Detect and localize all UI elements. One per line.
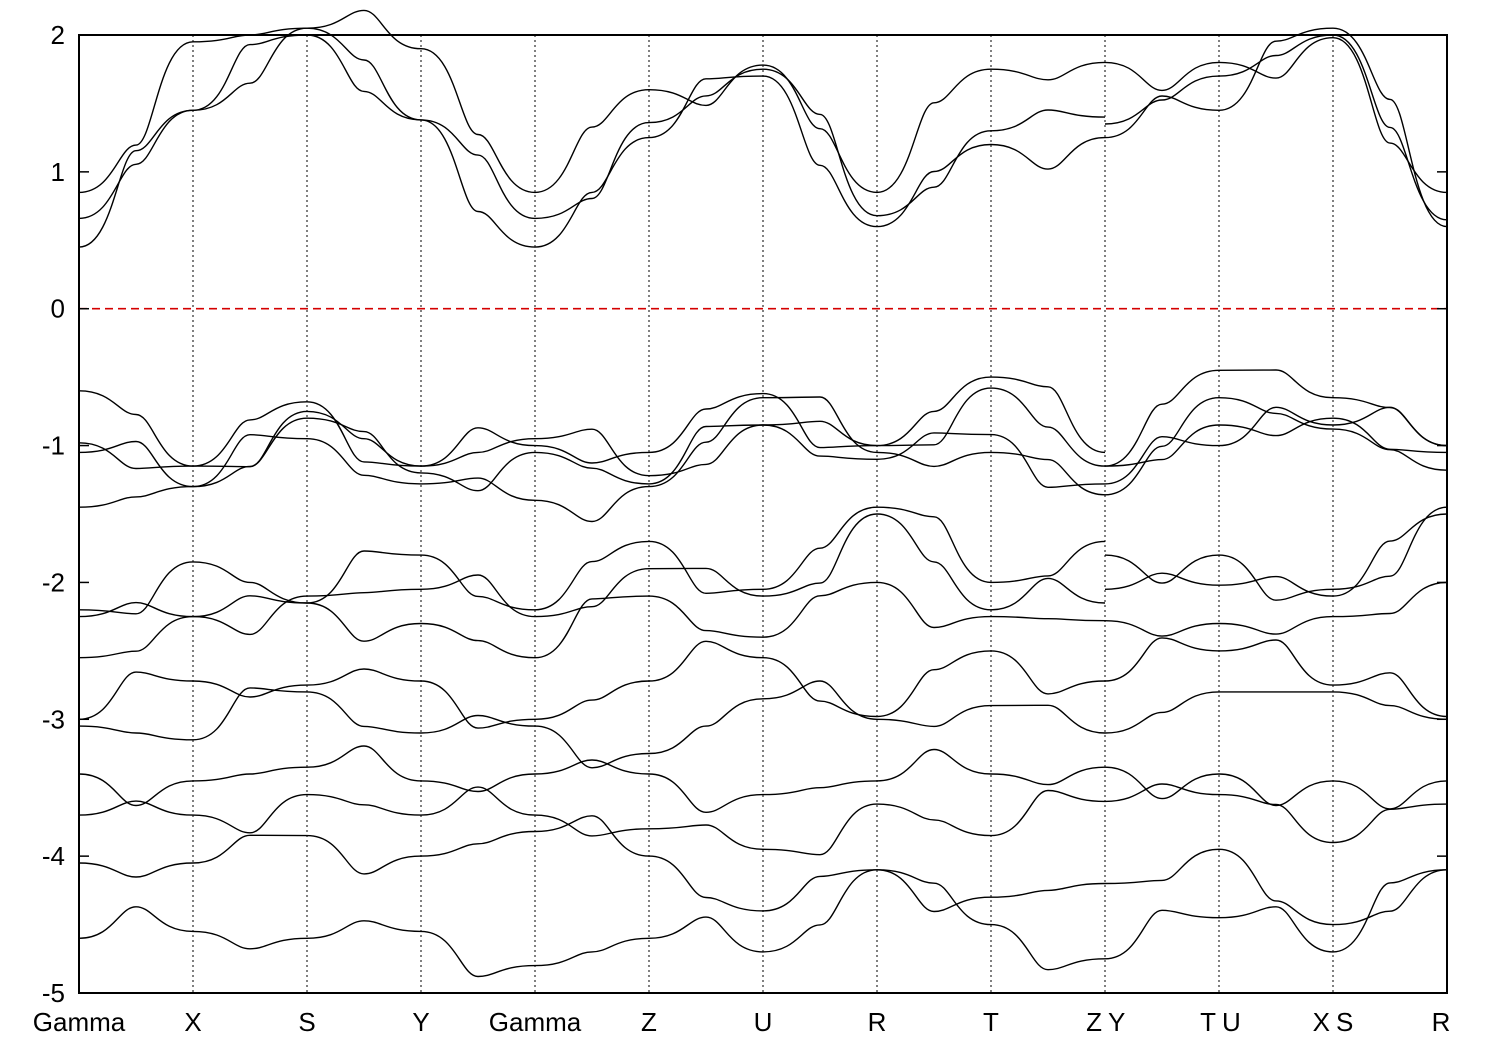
x-tick-label: Z [641, 1007, 657, 1037]
x-tick-label: Gamma [489, 1007, 582, 1037]
band-line-12 [1218, 773, 1334, 807]
band-line-14 [78, 815, 1106, 913]
band-line-2 [1332, 37, 1448, 194]
band-line-9 [1218, 615, 1334, 635]
x-tick-label: Gamma [33, 1007, 126, 1037]
band-line-13 [78, 786, 1106, 856]
band-line-12 [1104, 766, 1220, 800]
y-tick-labels: -5 -4 -3 -2 -1 0 1 2 [42, 20, 65, 1008]
x-tick-label: T [983, 1007, 999, 1037]
x-tick-label: X [1313, 1007, 1330, 1037]
y-tick-label: 0 [51, 294, 65, 324]
x-tick-label: S [298, 1007, 315, 1037]
band-line-14 [1104, 848, 1220, 885]
x-tick-label: R [1432, 1007, 1451, 1037]
x-tick-label: Z [1086, 1007, 1102, 1037]
band-line-10 [1104, 637, 1220, 682]
band-line-1 [78, 34, 1106, 220]
band-line-8 [1104, 572, 1220, 590]
band-line-4 [78, 387, 1106, 477]
band-curves [78, 9, 1448, 978]
y-tick-label: -5 [42, 978, 65, 1008]
band-line-2 [1218, 37, 1334, 79]
x-tick-label: S [1336, 1007, 1353, 1037]
band-line-10 [1218, 639, 1334, 686]
band-line-10 [78, 640, 1106, 729]
x-tick-label: Y [1108, 1007, 1125, 1037]
band-line-9 [78, 581, 1106, 659]
band-line-9 [1332, 581, 1448, 618]
band-line-15 [78, 869, 1106, 978]
band-line-15 [1218, 906, 1334, 953]
band-line-5 [1332, 406, 1448, 447]
band-line-5 [1104, 436, 1220, 485]
x-tick-label: X [184, 1007, 201, 1037]
y-tick-label: -1 [42, 431, 65, 461]
x-tick-label: Y [412, 1007, 429, 1037]
band-line-1 [1218, 34, 1334, 77]
band-line-5 [1218, 406, 1334, 447]
band-line-3 [1104, 369, 1220, 467]
band-line-3 [1218, 369, 1334, 399]
band-line-15 [1332, 869, 1448, 953]
band-line-0 [78, 27, 1106, 248]
band-line-2 [1104, 61, 1220, 92]
band-line-1 [1104, 75, 1220, 125]
x-tick-label: T [1200, 1007, 1216, 1037]
band-line-7 [1104, 554, 1220, 584]
band-line-12 [78, 745, 1106, 813]
band-line-13 [1218, 793, 1334, 844]
band-line-6 [78, 396, 1106, 523]
band-line-4 [1104, 424, 1220, 467]
band-line-11 [78, 680, 1106, 769]
y-tick-label: 2 [51, 20, 65, 50]
x-tick-label: U [754, 1007, 773, 1037]
band-line-11 [1104, 691, 1220, 734]
x-tick-labels: Gamma X S Y Gamma Z U R T Z Y T U X S R [33, 1007, 1451, 1037]
plot-frame [78, 34, 1448, 994]
y-tick-label: -4 [42, 841, 65, 871]
band-line-14 [1332, 869, 1448, 926]
y-tick-label: 1 [51, 157, 65, 187]
band-line-14 [1218, 848, 1334, 926]
y-tick-label: -2 [42, 567, 65, 597]
y-tick-label: -3 [42, 704, 65, 734]
band-line-6 [1332, 428, 1448, 471]
band-line-13 [1332, 803, 1448, 844]
band-line-10 [1332, 672, 1448, 718]
band-line-8 [1218, 575, 1334, 597]
band-line-0 [1218, 27, 1334, 111]
band-line-8 [1332, 513, 1448, 597]
band-line-7 [78, 506, 1106, 615]
band-line-7 [1332, 506, 1448, 590]
x-tick-label: R [868, 1007, 887, 1037]
band-line-8 [78, 513, 1106, 636]
band-line-9 [1104, 620, 1220, 637]
band-line-5 [78, 417, 1106, 492]
band-line-11 [1332, 691, 1448, 720]
band-line-1 [1332, 34, 1448, 221]
band-line-6 [1104, 397, 1220, 496]
band-line-6 [1218, 397, 1334, 430]
band-line-0 [1104, 95, 1220, 139]
band-line-7 [1218, 554, 1334, 601]
band-line-2 [78, 9, 1106, 194]
band-line-13 [1104, 783, 1220, 803]
x-tick-label: U [1222, 1007, 1241, 1037]
band-line-15 [1104, 909, 1220, 960]
